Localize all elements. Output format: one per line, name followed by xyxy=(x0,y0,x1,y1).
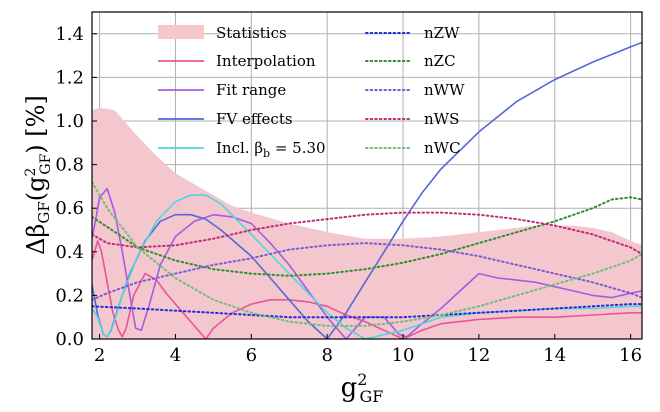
legend-label-statistics: Statistics xyxy=(216,24,287,42)
x-tick-label: 8 xyxy=(321,345,332,366)
series-line-interpolation xyxy=(92,240,642,339)
series-layer xyxy=(92,41,642,339)
x-tick-label: 14 xyxy=(543,345,566,366)
legend: Statistics Interpolation Fit range FV effec… xyxy=(158,24,465,160)
y-tick-label: 0.4 xyxy=(55,242,84,263)
legend-label-fit-range: Fit range xyxy=(216,81,286,99)
series-line-nws xyxy=(92,211,642,255)
y-axis-label: ΔβGF(g2GF) [%] xyxy=(22,95,54,255)
series-line-nzc xyxy=(92,196,642,277)
statistics-band-layer xyxy=(92,107,642,339)
x-axis-label: g2 GF xyxy=(341,370,384,406)
x-tick-label: 12 xyxy=(467,345,490,366)
y-tick-label: 0.8 xyxy=(55,155,84,176)
y-tick-label: 0.6 xyxy=(55,198,84,219)
y-tick-label: 1.4 xyxy=(55,24,84,45)
series-line-nww xyxy=(92,242,642,301)
x-tick-label: 10 xyxy=(392,345,415,366)
statistics-band xyxy=(92,107,642,339)
series-line-nzw xyxy=(92,303,642,319)
legend-label-incl-b-5-30: Incl. βb = 5.30 xyxy=(216,139,326,160)
legend-label-interpolation: Interpolation xyxy=(216,52,316,70)
legend-label-nws: nWS xyxy=(424,110,459,128)
x-tick-label: 4 xyxy=(170,345,181,366)
legend-swatch-statistics xyxy=(158,25,204,39)
legend-label-nww: nWW xyxy=(424,81,465,99)
series-line-incl-b-5-30 xyxy=(92,194,642,339)
legend-label-fv-effects: FV effects xyxy=(216,110,293,128)
legend-label-nzc: nZC xyxy=(424,52,456,70)
legend-label-nwc: nWC xyxy=(424,139,461,157)
x-tick-label: 6 xyxy=(246,345,257,366)
plot-frame xyxy=(91,11,643,340)
series-line-nwc xyxy=(92,181,642,327)
y-tick-label: 0.0 xyxy=(55,329,84,350)
legend-label-nzw: nZW xyxy=(424,24,460,42)
y-tick-label: 1.0 xyxy=(55,111,84,132)
y-tick-label: 0.2 xyxy=(55,285,84,306)
ticks: 2 4 6 8 10 12 14 16 0.0 0.2 0.4 0.6 0.8 1.0 1.2 1.4 xyxy=(55,24,642,366)
x-tick-label: 16 xyxy=(619,345,642,366)
x-tick-label: 2 xyxy=(94,345,105,366)
y-tick-label: 1.2 xyxy=(55,67,84,88)
